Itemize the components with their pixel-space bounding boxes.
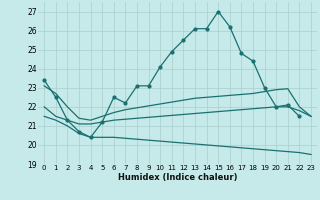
X-axis label: Humidex (Indice chaleur): Humidex (Indice chaleur) [118,173,237,182]
